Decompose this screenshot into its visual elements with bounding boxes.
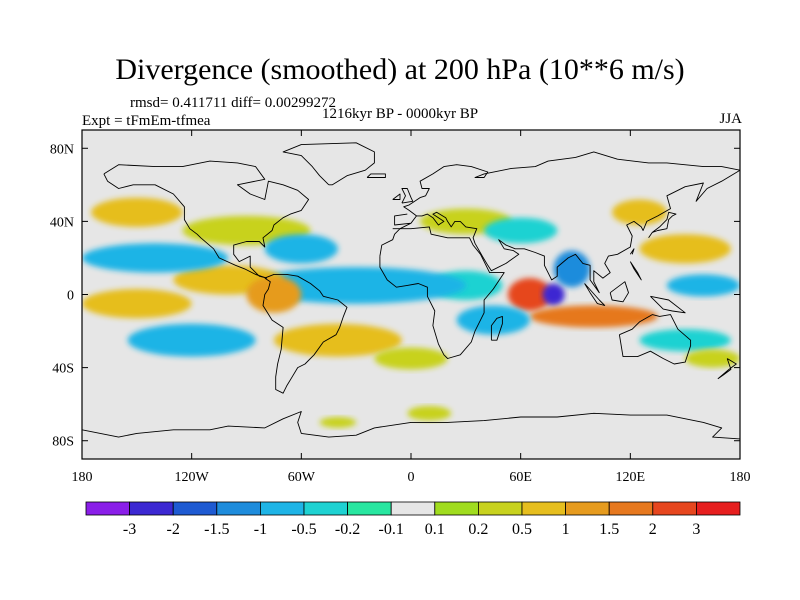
colorbar-swatch bbox=[347, 501, 392, 516]
anomaly-blob bbox=[374, 347, 448, 370]
coastline-segment bbox=[282, 142, 375, 186]
coastline-segment bbox=[629, 261, 642, 281]
coastline-segment bbox=[618, 314, 692, 365]
y-tick-label: 80S bbox=[52, 435, 74, 450]
colorbar-label: 0.2 bbox=[468, 521, 488, 538]
coastline-segment bbox=[648, 211, 677, 239]
colorbar-swatch bbox=[303, 501, 348, 516]
colorbar-label: -0.5 bbox=[291, 521, 316, 538]
colorbar-swatch bbox=[652, 501, 697, 516]
y-tick-label: 80N bbox=[50, 142, 74, 157]
anomaly-blob bbox=[273, 323, 402, 357]
colorbar-label: 3 bbox=[692, 521, 700, 538]
colorbar-swatch bbox=[390, 501, 436, 516]
x-tick-label: 180 bbox=[730, 470, 751, 485]
anomaly-blob bbox=[666, 274, 740, 297]
colorbar-label: -0.2 bbox=[335, 521, 360, 538]
x-tick-label: 0 bbox=[408, 470, 415, 485]
anomaly-blob bbox=[407, 406, 452, 421]
anomaly-blob bbox=[456, 305, 530, 335]
x-tick-label: 120W bbox=[175, 470, 210, 485]
colorbar-label: 2 bbox=[649, 521, 657, 538]
coastline-segment bbox=[401, 188, 414, 204]
colorbar-label: -1 bbox=[254, 521, 267, 538]
colorbar-swatch bbox=[696, 501, 741, 516]
coastline-segment bbox=[392, 151, 740, 294]
experiment-label: Expt = tFmEm-tfmea bbox=[82, 113, 211, 129]
colorbar-label: -3 bbox=[123, 521, 136, 538]
season-label: JJA bbox=[719, 111, 742, 127]
colorbar-swatch bbox=[85, 501, 130, 516]
x-tick-label: 60E bbox=[509, 470, 532, 485]
coastline-segment bbox=[717, 358, 737, 380]
colorbar-label: 0.1 bbox=[425, 521, 445, 538]
colorbar-swatch bbox=[434, 501, 479, 516]
y-tick-label: 0 bbox=[67, 289, 74, 304]
anomaly-blob bbox=[246, 267, 466, 304]
x-tick-label: 60W bbox=[288, 470, 316, 485]
x-tick-label: 180 bbox=[72, 470, 93, 485]
x-axis: 180 120W 60W 0 60E 120E 180 bbox=[72, 130, 751, 485]
anomaly-blob bbox=[127, 323, 256, 357]
colorbar-swatch bbox=[608, 501, 654, 516]
colorbar-label: -1.5 bbox=[204, 521, 229, 538]
coastline-segment bbox=[103, 160, 310, 279]
colorbar-swatch bbox=[259, 501, 305, 516]
y-tick-label: 40N bbox=[50, 215, 74, 230]
coastline-segment bbox=[629, 248, 635, 255]
colorbar: -3 -2 -1.5 -1 -0.5 -0.2 -0.1 0.1 0.2 0.5 1 1.5 2 3 bbox=[85, 501, 741, 538]
coastline-segment bbox=[609, 281, 629, 303]
colorbar-label: 1.5 bbox=[599, 521, 619, 538]
period-label: 1216kyr BP - 0000kyr BP bbox=[322, 106, 479, 122]
x-tick-label: 120E bbox=[616, 470, 646, 485]
stats-label: rmsd= 0.411711 diff= 0.00299272 bbox=[130, 95, 336, 111]
anomaly-blob bbox=[82, 289, 192, 319]
colorbar-swatch bbox=[129, 501, 174, 516]
coastline-segment bbox=[82, 411, 740, 440]
anomaly-blob bbox=[639, 234, 731, 264]
coastline-segment bbox=[366, 173, 386, 178]
coastline-segment bbox=[262, 273, 348, 394]
coastline-segment bbox=[490, 315, 503, 341]
anomaly-blob bbox=[246, 276, 302, 313]
y-axis: 80N 40N 0 40S 80S bbox=[50, 142, 740, 450]
chart-title: Divergence (smoothed) at 200 hPa (10**6 … bbox=[115, 53, 685, 86]
coastlines bbox=[82, 142, 740, 440]
anomaly-blob bbox=[685, 349, 740, 368]
anomaly-blob bbox=[553, 250, 591, 288]
anomaly-blob bbox=[542, 283, 565, 306]
anomaly-blob bbox=[319, 416, 357, 428]
colorbar-label: 1 bbox=[562, 521, 570, 538]
coastline-segment bbox=[392, 193, 401, 200]
anomaly-blob bbox=[507, 278, 552, 311]
anomaly-blob bbox=[264, 234, 338, 264]
anomaly-blob bbox=[529, 305, 658, 328]
colorbar-label: -2 bbox=[167, 521, 180, 538]
colorbar-swatch bbox=[216, 501, 261, 516]
colorbar-swatch bbox=[521, 501, 566, 516]
anomaly-blob bbox=[91, 197, 183, 227]
anomaly-blob bbox=[82, 243, 229, 273]
colorbar-swatch bbox=[565, 501, 610, 516]
colorbar-swatch bbox=[172, 501, 218, 516]
colorbar-label: 0.5 bbox=[512, 521, 532, 538]
anomaly-blob bbox=[639, 329, 731, 352]
coastline-segment bbox=[584, 283, 606, 306]
anomaly-blob bbox=[484, 217, 558, 244]
anomaly-field bbox=[82, 197, 740, 428]
coastline-segment bbox=[379, 226, 505, 359]
y-tick-label: 40S bbox=[52, 362, 74, 377]
coastline-segment bbox=[650, 295, 686, 314]
colorbar-label: -0.1 bbox=[379, 521, 404, 538]
anomaly-blob bbox=[612, 199, 667, 226]
colorbar-swatch bbox=[477, 501, 523, 516]
